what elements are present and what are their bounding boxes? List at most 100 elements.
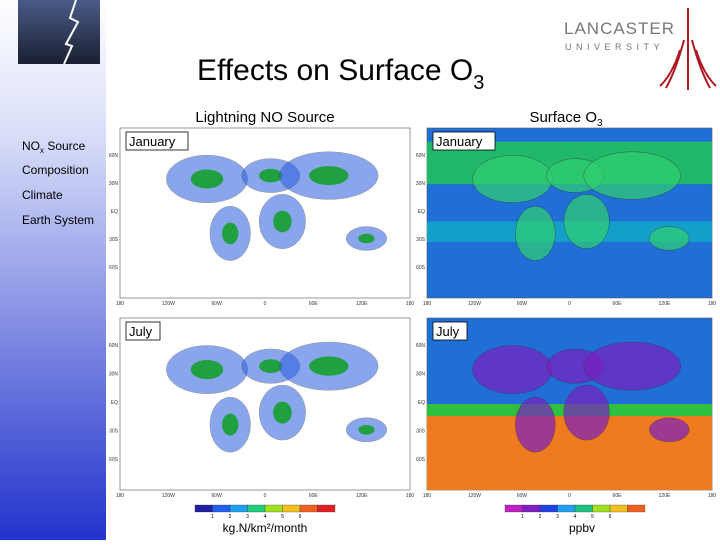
colorbar-tick-label: 5	[591, 514, 594, 520]
month-label: January	[129, 134, 176, 149]
slide-title: Effects on Surface O3	[197, 54, 484, 94]
column-title: Lightning NO Source	[195, 109, 334, 126]
colorbar-tick-label: 4	[574, 514, 577, 520]
lon-tick-label: 120E	[659, 301, 671, 307]
colorbar-swatch	[557, 504, 576, 513]
lat-tick-label: 30N	[109, 181, 119, 187]
lon-tick-label: 120E	[659, 493, 671, 499]
map-panel: 180 120W 60W 0 60E 120E 180 60N 30N EQ 30S 60S July	[109, 317, 415, 499]
lat-tick-label: 30S	[109, 428, 119, 434]
map-hotspot	[358, 424, 375, 435]
lat-tick-label: 60S	[109, 457, 119, 463]
unit-label: kg.N/km²/month	[223, 521, 308, 535]
lon-tick-label: 60W	[212, 301, 223, 307]
colorbar-swatch	[229, 504, 248, 513]
map-hotspot	[222, 222, 239, 245]
lat-tick-label: 60N	[109, 343, 119, 349]
map-panel: 180 120W 60W 0 60E 120E 180 60N 30N EQ 30S 60S Janua…	[109, 127, 415, 307]
lon-tick-label: 0	[264, 493, 267, 499]
lat-tick-label: 60N	[416, 153, 426, 159]
lat-tick-label: EQ	[418, 209, 425, 215]
lat-tick-label: EQ	[111, 400, 118, 406]
sidebar	[0, 0, 106, 540]
map-panel: 180 120W 60W 0 60E 120E 180 60N 30N EQ 30S 60S July	[416, 317, 717, 499]
lat-tick-label: EQ	[111, 209, 118, 215]
lon-tick-label: 120W	[162, 301, 175, 307]
lon-tick-label: 120E	[356, 301, 368, 307]
map-hotspot	[259, 359, 283, 374]
sidebar-item: NOx Source	[22, 139, 86, 155]
lon-tick-label: 0	[568, 301, 571, 307]
lightning-bolt	[63, 0, 80, 65]
unit-label: ppbv	[569, 521, 595, 535]
lat-tick-label: 30S	[109, 237, 119, 243]
lat-tick-label: 60N	[416, 343, 426, 349]
lat-tick-label: 30N	[109, 372, 119, 378]
lat-tick-label: 60S	[416, 265, 426, 271]
lon-tick-label: 60W	[212, 493, 223, 499]
colorbar-swatch	[247, 504, 266, 513]
lon-tick-label: 60E	[613, 493, 623, 499]
lat-tick-label: 60S	[416, 457, 426, 463]
colorbar-swatch	[627, 504, 646, 513]
map-land	[515, 205, 556, 261]
map-hotspot	[222, 413, 239, 436]
map-hotspot	[273, 401, 292, 424]
month-box	[432, 321, 468, 341]
map-hotspot	[190, 169, 224, 189]
month-box	[432, 131, 496, 151]
lon-tick-label: 180	[708, 493, 717, 499]
map-hotspot	[309, 356, 349, 376]
lon-tick-label: 60E	[309, 493, 319, 499]
map-land	[563, 384, 610, 441]
month-label: January	[436, 134, 483, 149]
colorbar-swatch	[317, 504, 336, 513]
map-hotspot	[259, 168, 283, 183]
logo-sub: UNIVERSITY	[565, 42, 664, 52]
colorbar-tick-label: 4	[264, 514, 267, 520]
map-land	[472, 154, 553, 204]
map-land	[649, 226, 690, 251]
lon-tick-label: 120W	[162, 493, 175, 499]
month-label: July	[129, 324, 153, 339]
colorbar-swatch	[282, 504, 301, 513]
colorbar-swatch	[299, 504, 318, 513]
colorbar-tick-label: 6	[609, 514, 612, 520]
lat-tick-label: 30N	[416, 181, 426, 187]
map-hotspot	[273, 210, 292, 233]
lon-tick-label: 180	[406, 301, 415, 307]
lon-tick-label: 120E	[356, 493, 368, 499]
sidebar-item: Earth System	[22, 213, 94, 227]
map-land	[472, 345, 553, 394]
lon-tick-label: 180	[116, 493, 125, 499]
lat-tick-label: 60S	[109, 265, 119, 271]
map-land	[563, 194, 610, 249]
colorbar-tick-label: 2	[539, 514, 542, 520]
colorbar-tick-label: 5	[281, 514, 284, 520]
colorbar-swatch	[194, 504, 213, 513]
map-land	[583, 341, 681, 391]
map-land	[515, 396, 556, 453]
lon-tick-label: 60W	[517, 493, 528, 499]
lat-tick-label: 30S	[416, 237, 426, 243]
colorbar-tick-label: 3	[246, 514, 249, 520]
lon-tick-label: 180	[406, 493, 415, 499]
lon-tick-label: 60E	[309, 301, 319, 307]
colorbar-tick-label: 6	[299, 514, 302, 520]
colorbar-tick-label: 1	[211, 514, 214, 520]
lightning-photo	[18, 0, 100, 64]
map-hotspot	[190, 359, 224, 380]
colorbar-tick-label: 2	[229, 514, 232, 520]
lon-tick-label: 120W	[468, 301, 481, 307]
map-panel: 180 120W 60W 0 60E 120E 180 60N 30N EQ 30S 60S Janua…	[416, 127, 716, 307]
colorbar-tick-label: 1	[521, 514, 524, 520]
lon-tick-label: 0	[264, 301, 267, 307]
sidebar-item: Climate	[22, 188, 63, 202]
lon-tick-label: 120W	[468, 493, 481, 499]
colorbar-swatch	[609, 504, 628, 513]
month-box	[125, 131, 189, 151]
column-title: Surface O3	[529, 109, 603, 129]
colorbar-swatch	[264, 504, 283, 513]
lon-tick-label: 180	[116, 301, 125, 307]
